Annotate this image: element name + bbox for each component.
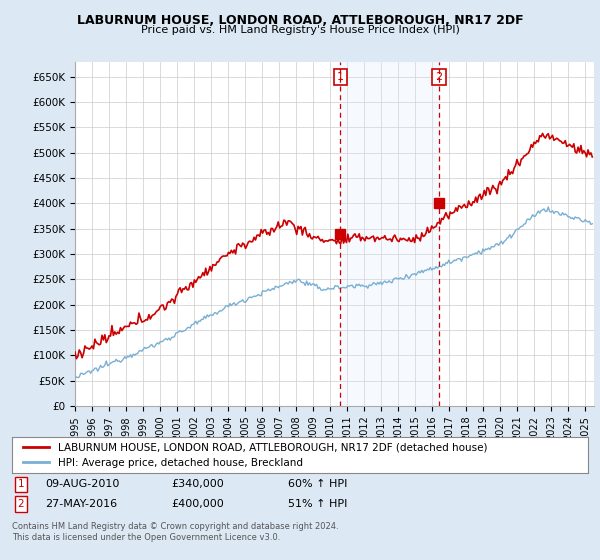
Legend: LABURNUM HOUSE, LONDON ROAD, ATTLEBOROUGH, NR17 2DF (detached house), HPI: Avera: LABURNUM HOUSE, LONDON ROAD, ATTLEBOROUG… — [20, 439, 490, 471]
Bar — [340, 62, 439, 406]
Text: £400,000: £400,000 — [171, 499, 224, 509]
Text: This data is licensed under the Open Government Licence v3.0.: This data is licensed under the Open Gov… — [12, 533, 280, 542]
Text: 60% ↑ HPI: 60% ↑ HPI — [288, 479, 347, 489]
Text: £340,000: £340,000 — [171, 479, 224, 489]
Text: Price paid vs. HM Land Registry's House Price Index (HPI): Price paid vs. HM Land Registry's House … — [140, 25, 460, 35]
Text: 09-AUG-2010: 09-AUG-2010 — [45, 479, 119, 489]
Text: LABURNUM HOUSE, LONDON ROAD, ATTLEBOROUGH, NR17 2DF: LABURNUM HOUSE, LONDON ROAD, ATTLEBOROUG… — [77, 14, 523, 27]
Text: 1: 1 — [337, 72, 344, 82]
Text: 51% ↑ HPI: 51% ↑ HPI — [288, 499, 347, 509]
Text: 1: 1 — [17, 479, 25, 489]
Text: 2: 2 — [436, 72, 443, 82]
Text: 2: 2 — [17, 499, 25, 509]
Text: 27-MAY-2016: 27-MAY-2016 — [45, 499, 117, 509]
Text: Contains HM Land Registry data © Crown copyright and database right 2024.: Contains HM Land Registry data © Crown c… — [12, 522, 338, 531]
